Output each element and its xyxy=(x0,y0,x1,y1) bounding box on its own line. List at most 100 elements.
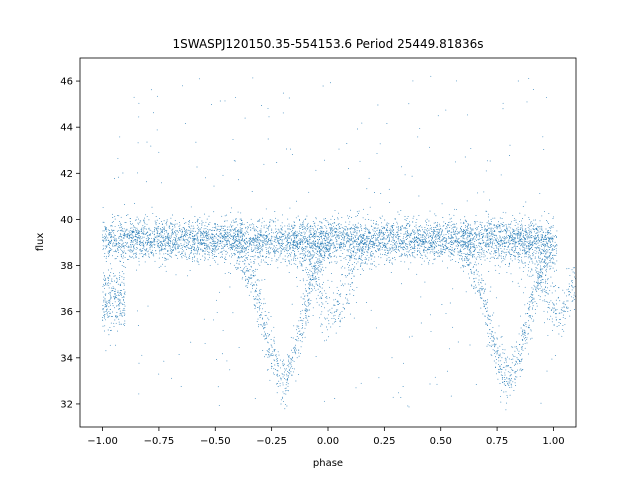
data-point xyxy=(424,246,426,248)
data-point xyxy=(179,229,181,231)
data-point xyxy=(373,227,375,229)
data-point xyxy=(260,239,262,241)
data-point xyxy=(161,243,163,245)
data-point xyxy=(271,219,273,221)
data-point xyxy=(486,251,488,253)
data-point xyxy=(448,249,450,251)
data-point xyxy=(346,255,348,257)
data-point xyxy=(537,236,539,238)
data-point xyxy=(379,248,380,250)
data-point xyxy=(116,239,118,241)
data-point xyxy=(398,255,400,257)
data-point xyxy=(483,253,485,255)
data-point xyxy=(442,238,444,240)
data-point xyxy=(135,238,137,240)
data-point xyxy=(362,217,364,219)
data-point xyxy=(354,226,356,228)
data-point xyxy=(143,221,145,223)
data-point xyxy=(154,230,155,232)
data-point xyxy=(266,253,268,254)
data-point xyxy=(387,248,389,250)
data-point xyxy=(327,244,329,246)
data-point xyxy=(288,253,290,255)
data-point xyxy=(322,227,324,229)
data-point xyxy=(459,248,461,250)
data-point xyxy=(545,239,547,241)
data-point xyxy=(386,229,388,231)
data-point xyxy=(293,222,295,224)
data-point xyxy=(521,256,522,258)
data-point xyxy=(343,232,345,234)
data-point xyxy=(248,233,249,235)
data-point xyxy=(249,224,251,226)
data-point xyxy=(270,235,272,237)
data-point xyxy=(174,230,176,232)
data-point xyxy=(277,240,278,242)
data-point xyxy=(298,246,300,248)
data-point xyxy=(265,231,267,233)
data-point xyxy=(433,240,435,242)
data-point xyxy=(440,248,442,250)
data-point xyxy=(384,243,386,245)
data-point xyxy=(212,234,214,236)
data-point xyxy=(329,253,330,255)
data-point xyxy=(168,238,170,240)
data-point xyxy=(124,256,126,258)
data-point xyxy=(196,224,198,226)
data-point xyxy=(502,243,504,245)
data-point xyxy=(281,241,283,243)
data-point xyxy=(172,226,174,227)
data-point xyxy=(401,283,403,285)
data-point xyxy=(502,221,504,223)
data-point xyxy=(181,232,183,234)
data-point xyxy=(439,238,441,240)
data-point xyxy=(518,232,520,233)
data-point xyxy=(289,235,291,237)
data-point xyxy=(528,236,530,238)
data-point xyxy=(408,250,410,252)
data-point xyxy=(475,257,477,259)
data-point xyxy=(356,237,358,239)
data-point xyxy=(277,232,279,234)
data-point xyxy=(237,243,239,245)
data-point xyxy=(281,229,283,231)
data-point xyxy=(270,239,272,241)
data-point xyxy=(120,224,122,226)
data-point xyxy=(168,225,170,227)
data-point xyxy=(144,226,146,227)
data-point xyxy=(416,273,418,275)
data-point xyxy=(452,237,454,239)
data-point xyxy=(327,237,329,238)
data-point xyxy=(274,221,276,223)
data-point xyxy=(321,236,322,238)
data-point xyxy=(346,235,348,237)
data-point xyxy=(343,236,345,238)
data-point xyxy=(506,242,508,243)
data-point xyxy=(333,247,335,249)
data-point xyxy=(289,248,291,250)
data-point xyxy=(193,230,195,232)
data-point xyxy=(140,235,142,237)
data-point xyxy=(204,258,206,260)
data-point xyxy=(175,240,177,242)
data-point xyxy=(114,245,115,247)
data-point xyxy=(549,259,551,261)
data-point xyxy=(538,247,540,249)
data-point xyxy=(488,213,490,215)
data-point xyxy=(280,250,282,252)
data-point xyxy=(509,237,510,239)
data-point xyxy=(118,245,120,247)
data-point xyxy=(509,243,511,245)
data-point xyxy=(241,231,243,233)
data-point xyxy=(193,253,195,255)
data-point xyxy=(330,253,331,254)
data-point xyxy=(293,256,295,258)
data-point xyxy=(424,236,426,238)
data-point xyxy=(119,243,121,245)
data-point xyxy=(453,239,455,241)
data-point xyxy=(350,228,352,230)
data-point xyxy=(453,223,455,225)
data-point xyxy=(200,232,202,234)
data-point xyxy=(386,235,388,237)
data-point xyxy=(541,249,543,251)
